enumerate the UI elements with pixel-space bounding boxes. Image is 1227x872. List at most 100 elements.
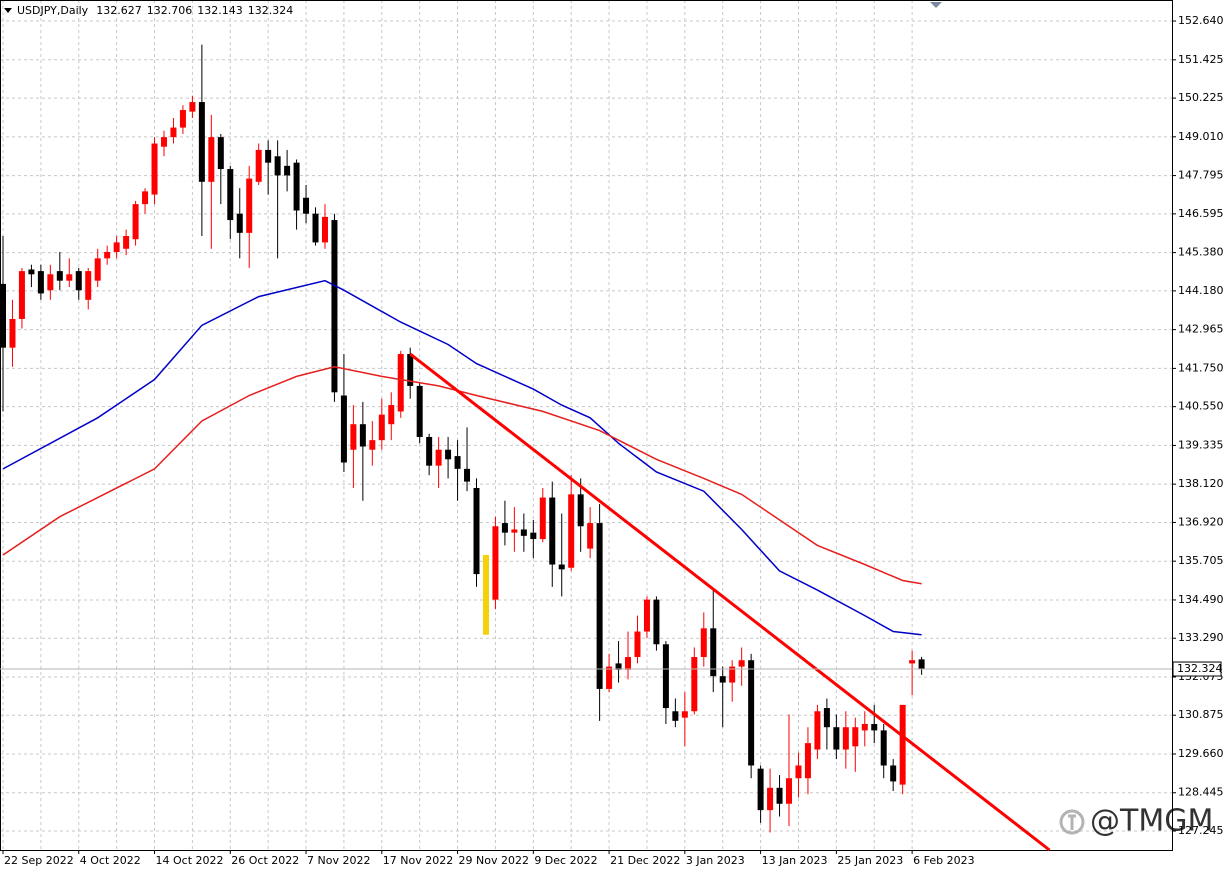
candle-body [350,424,357,450]
candle-body [643,599,650,632]
candle-body [227,169,234,221]
candle-body [445,449,452,460]
x-tick-label: 4 Oct 2022 [80,854,141,867]
candle-body [634,631,641,658]
candle-body [284,165,291,176]
trendline [409,352,1051,852]
candle-body [160,137,167,147]
candle-body [606,666,613,689]
candle-body [530,532,537,540]
candle-body [407,354,414,386]
x-tick-label: 17 Nov 2022 [383,854,453,867]
candle-body [823,708,830,728]
y-tick-label: 141.750 [1178,361,1224,374]
y-tick-label: 129.660 [1178,747,1224,760]
candle-body [625,657,632,670]
y-tick-label: 139.335 [1178,438,1224,451]
chart-header: USDJPY,Daily 132.627 132.706 132.143 132.324 [17,4,293,17]
candle-body [28,269,35,275]
current-price-label: 132.324 [1177,662,1223,675]
candle-body [464,468,471,482]
candle-body [94,258,101,281]
candle-body [539,497,546,540]
x-tick-label: 14 Oct 2022 [156,854,224,867]
x-tick-label: 9 Dec 2022 [534,854,597,867]
candle-body [189,102,196,112]
candle-body [587,523,594,549]
candle-body [293,162,300,211]
candle-body [416,385,423,437]
y-tick-label: 150.225 [1178,91,1224,104]
current-price-box [1172,661,1222,677]
candle-body [170,127,177,138]
candle-body [85,271,92,300]
candle-body [738,660,745,667]
header-high: 132.706 [147,4,193,17]
candle-body [388,405,395,425]
candle-body [435,449,442,466]
candle-body [700,628,707,658]
candle-body [397,354,404,412]
y-tick-label: 151.425 [1178,53,1224,66]
candle-body [123,236,130,249]
candle-body [37,271,44,294]
candle-body [369,440,376,450]
candle-body [66,274,73,281]
candle-body [568,494,575,568]
candle-body [492,526,499,600]
candle-body [236,213,243,233]
candle-body [104,251,111,259]
candle-body [681,711,688,718]
y-tick-label: 149.010 [1178,130,1224,143]
candle-body [132,204,139,240]
candle-body [804,743,811,779]
y-tick-label: 130.875 [1178,708,1224,721]
candle-body [359,424,366,447]
x-tick-label: 7 Nov 2022 [307,854,370,867]
candle-body [246,178,253,233]
candle-body [151,143,158,195]
candle-body [852,727,859,747]
candle-body [56,271,63,281]
candle-body [662,644,669,709]
plot-frame [0,0,1173,851]
candle-body [113,242,120,252]
y-tick-label: 142.965 [1178,323,1224,336]
candle-body [729,666,736,683]
y-tick-label: 135.705 [1178,554,1224,567]
candle-body [426,436,433,466]
candle-body [454,456,461,469]
candle-body [331,220,338,393]
symbol: USDJPY,Daily [17,4,89,17]
y-tick-label: 128.445 [1178,786,1224,799]
candle-body [321,216,328,243]
candle-body [918,659,925,670]
candle-body [179,110,186,128]
candle-body [501,523,508,533]
candle-body [653,599,660,645]
candle-body [757,768,764,811]
candle-body [274,156,281,176]
candle-body [303,197,310,214]
x-tick-label: 13 Jan 2023 [762,854,828,867]
x-tick-label: 6 Feb 2023 [913,854,974,867]
candle-body [767,787,774,811]
candle-body [909,660,916,664]
candle-body [217,137,224,170]
candle-body [795,765,802,779]
candle-body [814,711,821,750]
candle-body [861,724,868,731]
candle-body [208,137,215,182]
x-tick-label: 3 Jan 2023 [686,854,745,867]
candle-body [880,730,887,766]
y-tick-label: 146.595 [1178,207,1224,220]
x-tick-label: 22 Sep 2022 [4,854,74,867]
header-close: 132.324 [248,4,294,17]
y-tick-label: 136.920 [1178,515,1224,528]
x-tick-label: 21 Dec 2022 [610,854,680,867]
candle-body [378,414,385,441]
scroll-marker [930,2,942,8]
x-tick-label: 29 Nov 2022 [459,854,529,867]
candle-body [473,487,480,575]
